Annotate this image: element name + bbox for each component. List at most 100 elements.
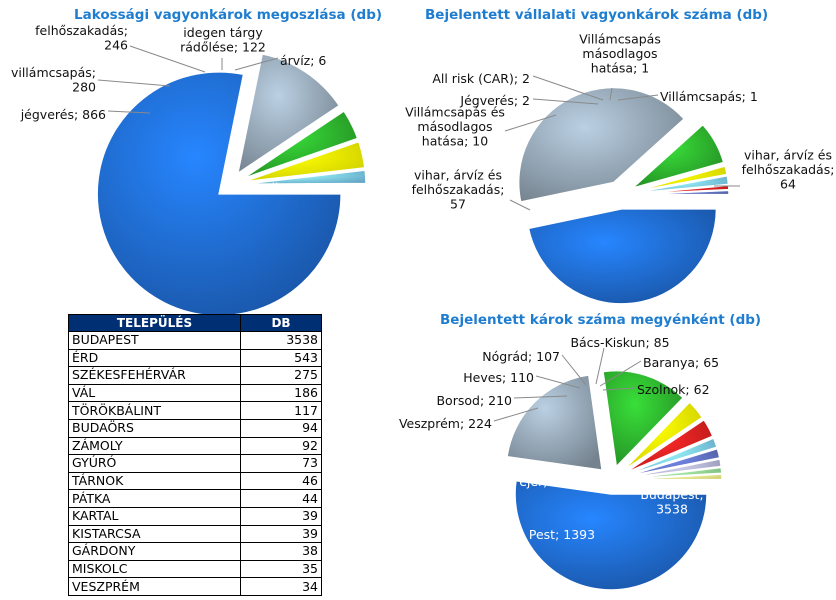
- table-row: TÁRNOK 46: [68, 471, 322, 491]
- table-cell-count: 543: [240, 348, 322, 368]
- pie-1: vihar; 5455 jégverés; 866 villámcsapás; 280…: [11, 23, 367, 317]
- leader-line: [234, 57, 279, 71]
- table-row: TÖRÖKBÁLINT 117: [68, 401, 322, 420]
- table-cell-count: 275: [240, 366, 322, 385]
- pie-label: Villámcsapás és másodlagos hatása; 10: [405, 105, 505, 149]
- table-row: KARTAL 39: [68, 506, 322, 526]
- table-cell-settlement: ZÁMOLY: [68, 436, 241, 456]
- table-cell-settlement: BUDAPEST: [68, 331, 241, 350]
- pie-slice-veszpr-m: [622, 401, 704, 472]
- table-header-count: DB: [240, 314, 322, 332]
- pie-label: felhőszakadás; 246: [35, 23, 128, 53]
- table-row: MISKOLC 35: [68, 559, 322, 579]
- pie-slice-n-gr-d: [625, 447, 721, 478]
- table-cell-count: 44: [240, 489, 322, 508]
- pie-slice-vill-mcsap-s-m-sodlagos-hat-sa: [633, 184, 730, 195]
- pie-slice-vihar-rv-z-s-felh-szakad-s: [517, 86, 686, 203]
- pie-label: All risk (CAR); 2: [432, 71, 530, 86]
- table-row: GYÚRÓ 73: [68, 454, 322, 473]
- table-cell-count: 39: [240, 506, 322, 526]
- pie-slice-vill-mcsap-s: [633, 189, 730, 196]
- chart2-title: Bejelentett vállalati vagyonkárok száma …: [425, 7, 769, 23]
- table-cell-count: 92: [240, 436, 322, 456]
- pie-2: vihar, árvíz és felhőszakadás; 64 vihar, ár…: [405, 32, 835, 305]
- table-cell-count: 38: [240, 542, 322, 561]
- pie-label: Heves; 110: [463, 370, 534, 385]
- pie-slice-budapest: [514, 479, 708, 591]
- leader-line: [107, 110, 151, 114]
- pie-slice-vihar-rv-z-s-felh-szakad-s: [527, 208, 718, 305]
- pie-label: Fejér; 981: [513, 474, 576, 489]
- table-cell-settlement: VÁL: [68, 383, 241, 403]
- table-cell-count: 35: [240, 559, 322, 579]
- leader-line: [602, 387, 636, 391]
- pie-label: Bács-Kiskun; 85: [570, 335, 669, 350]
- table-cell-count: 46: [240, 471, 322, 491]
- pie-label: Szolnok; 62: [637, 382, 710, 397]
- table-row: BUDAPEST 3538: [68, 331, 322, 350]
- pie-slice-heves: [624, 437, 718, 476]
- leader-line: [97, 79, 171, 87]
- pie-slice-borsod: [623, 418, 714, 475]
- leader-line: [504, 114, 557, 132]
- pie-slice-j-gver-s: [236, 52, 341, 176]
- leader-line: [532, 98, 599, 105]
- chart3-title: Bejelentett károk száma megyénként (db): [440, 312, 762, 328]
- pie-label: vihar, árvíz és felhőszakadás; 57: [412, 168, 505, 212]
- pie-label: Veszprém; 224: [399, 416, 492, 431]
- table-cell-count: 186: [240, 383, 322, 403]
- leader-line: [513, 395, 568, 399]
- leader-line: [532, 75, 604, 101]
- table-cell-settlement: VESZPRÉM: [68, 577, 241, 596]
- pie-slice-idegen-t-rgy-r-d-l-se: [243, 169, 367, 185]
- table-header-row: TELEPÜLÉS DB: [68, 314, 322, 332]
- pie-label: Budapest; 3538: [640, 487, 703, 517]
- pie-3: Budapest; 3538 Pest; 1393 Fejér; 981 Veszpré…: [399, 335, 723, 591]
- table-row: BUDAÖRS 94: [68, 418, 322, 438]
- table-cell-settlement: TÁRNOK: [68, 471, 241, 491]
- leader-line: [129, 45, 206, 73]
- table-cell-settlement: MISKOLC: [68, 559, 241, 579]
- pie-slice-vill-mcsap-s: [242, 109, 359, 180]
- table-row: VESZPRÉM 34: [68, 577, 322, 596]
- leader-line: [509, 199, 531, 211]
- leader-line: [493, 407, 539, 422]
- table-row: SZÉKESFEHÉRVÁR 275: [68, 366, 322, 385]
- pie-label: Nógrád; 107: [482, 349, 560, 364]
- pie-slice-pest: [506, 374, 603, 471]
- table-row: KISTARCSA 39: [68, 524, 322, 544]
- pie-label: vihar; 5455: [264, 180, 336, 195]
- chart1-title: Lakossági vagyonkárok megoszlása (db): [74, 7, 383, 23]
- leader-line: [609, 87, 613, 101]
- pie-label: vihar, árvíz és felhőszakadás; 64: [742, 148, 835, 192]
- table-cell-count: 3538: [240, 331, 322, 350]
- table-row: VÁL 186: [68, 383, 322, 403]
- pie-label: idegen tárgy rádőlése; 122: [180, 25, 266, 55]
- table-cell-count: 117: [240, 401, 322, 420]
- pie-label: jégverés; 866: [20, 107, 106, 122]
- table-row: ÉRD 543: [68, 348, 322, 368]
- table-cell-settlement: KISTARCSA: [68, 524, 241, 544]
- pie-label: Villámcsapás; 1: [660, 89, 758, 104]
- table-cell-settlement: BUDAÖRS: [68, 418, 241, 438]
- pie-label: villámcsapás; 280: [11, 65, 96, 95]
- table-row: GÁRDONY 38: [68, 542, 322, 561]
- table-row: ZÁMOLY 92: [68, 436, 322, 456]
- pie-slice-baranya: [625, 466, 723, 480]
- table-cell-count: 34: [240, 577, 322, 596]
- table-cell-settlement: SZÉKESFEHÉRVÁR: [68, 366, 241, 385]
- leader-line: [561, 354, 587, 386]
- leader-line: [595, 347, 605, 385]
- table-header-settlement: TELEPÜLÉS: [68, 314, 241, 332]
- pie-label: Pest; 1393: [529, 527, 595, 542]
- table-cell-count: 73: [240, 454, 322, 473]
- leader-line: [535, 375, 581, 389]
- table-cell-settlement: TÖRÖKBÁLINT: [68, 401, 241, 420]
- table-row: PÁTKA 44: [68, 489, 322, 508]
- pie-label: árvíz; 6: [280, 53, 326, 68]
- pie-slice--rv-z: [243, 183, 367, 186]
- pie-label: Jégverés; 2: [459, 93, 530, 108]
- pie-label: Borsod; 210: [436, 393, 512, 408]
- table-cell-settlement: GÁRDONY: [68, 542, 241, 561]
- leader-line: [599, 360, 642, 387]
